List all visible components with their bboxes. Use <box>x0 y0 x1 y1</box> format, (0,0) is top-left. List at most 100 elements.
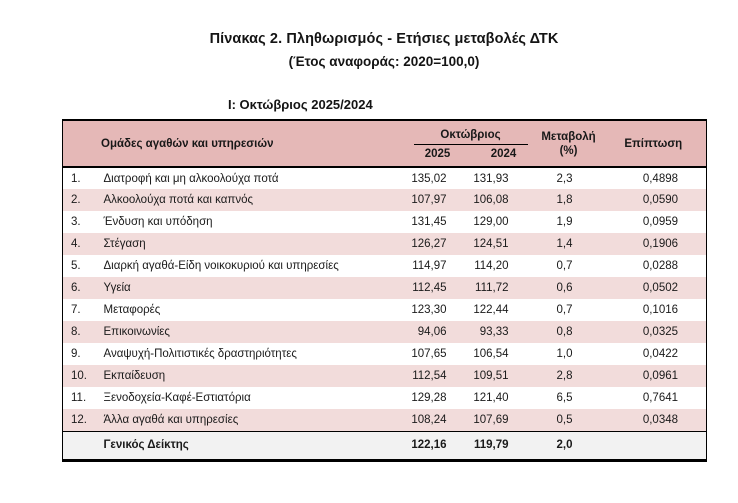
row-number <box>62 430 103 462</box>
table-row: 3. Ένδυση και υπόδηση 131,45 129,00 1,9 … <box>63 211 707 233</box>
value-2025: 108,24 <box>404 409 471 431</box>
document-title-block: Πίνακας 2. Πληθωρισμός - Ετήσιες μεταβολ… <box>62 31 706 69</box>
year-labels: 2025 2024 <box>405 145 537 160</box>
change-value: 1,4 <box>536 233 601 255</box>
row-number: 10. <box>62 365 103 387</box>
row-number: 4. <box>62 233 103 255</box>
table-body: 1. Διατροφή και μη αλκοολούχα ποτά 135,0… <box>62 167 707 462</box>
value-2024: 131,93 <box>473 172 509 185</box>
value-2025: 129,28 <box>411 392 447 404</box>
category-name: Αλκοολούχα ποτά και καπνός <box>102 189 405 211</box>
category-name: Διατροφή και μη αλκοολούχα ποτά <box>103 172 279 185</box>
value-2024: 93,33 <box>470 321 537 343</box>
value-2025: 123,30 <box>411 304 447 316</box>
change-value: 0,7 <box>556 260 573 272</box>
row-number: 9. <box>71 348 81 360</box>
row-number: 8. <box>62 321 103 343</box>
reference-year-subtitle: (Έτος αναφοράς: 2020=100,0) <box>288 54 480 69</box>
category-name: Ξενοδοχεία-Καφέ-Εστιατόρια <box>103 392 251 404</box>
change-value: 0,7 <box>556 304 573 316</box>
row-number: 12. <box>62 409 103 431</box>
row-number: 2. <box>62 189 103 211</box>
table-row: 1. Διατροφή και μη αλκοολούχα ποτά 135,0… <box>63 167 707 189</box>
value-2024: 119,79 <box>470 430 537 462</box>
value-2024: 107,69 <box>470 409 537 431</box>
category-name: Ένδυση και υπόδηση <box>103 216 213 228</box>
value-2025: 135,02 <box>411 172 447 185</box>
category-name: Μεταφορές <box>103 304 161 316</box>
change-value: 0,8 <box>536 321 601 343</box>
change-value: 1,0 <box>556 348 573 360</box>
table-row: 2. Αλκοολούχα ποτά και καπνός 107,97 106… <box>62 189 707 211</box>
col-header-year-2024: 2024 <box>490 148 517 160</box>
change-unit-label: (%) <box>559 144 578 157</box>
table-row: 4. Στέγαση 126,27 124,51 1,4 0,1906 <box>62 233 707 255</box>
row-number: 5. <box>71 260 81 272</box>
value-2025: 94,06 <box>404 321 471 343</box>
table-row: 11. Ξενοδοχεία-Καφέ-Εστιατόρια 129,28 12… <box>63 387 707 409</box>
change-value: 1,9 <box>556 216 573 228</box>
impact-value: 0,0961 <box>600 365 707 387</box>
row-number: 6. <box>62 277 103 299</box>
impact-value: 0,0422 <box>642 348 679 360</box>
impact-value: 0,1016 <box>642 304 679 316</box>
change-value: 2,3 <box>556 172 573 185</box>
value-2024: 129,00 <box>473 216 509 228</box>
header-row: Ομάδες αγαθών και υπηρεσιών Οκτώβριος 20… <box>62 120 707 168</box>
value-2024: 106,54 <box>473 348 509 360</box>
value-2025: 112,45 <box>404 277 471 299</box>
value-2024: 106,08 <box>470 189 537 211</box>
impact-value: 0,0325 <box>600 321 707 343</box>
table-header: Ομάδες αγαθών και υπηρεσιών Οκτώβριος 20… <box>62 120 707 168</box>
category-name: Υγεία <box>102 277 405 299</box>
impact-value: 0,0959 <box>642 216 679 228</box>
change-value: 6,5 <box>556 392 573 404</box>
cpi-table: Ομάδες αγαθών και υπηρεσιών Οκτώβριος 20… <box>62 119 708 462</box>
value-2025: 112,54 <box>404 365 471 387</box>
category-name: Διαρκή αγαθά-Είδη νοικοκυριού και υπηρεσ… <box>103 260 339 272</box>
change-value: 2,0 <box>536 430 601 462</box>
table-row: 6. Υγεία 112,45 111,72 0,6 0,0502 <box>62 277 707 299</box>
col-header-change: Μεταβολή (%) <box>536 120 601 168</box>
value-2025: 126,27 <box>404 233 471 255</box>
impact-value: 0,7641 <box>642 392 679 404</box>
change-value: 1,8 <box>536 189 601 211</box>
col-header-month: Οκτώβριος 2025 2024 <box>404 120 537 168</box>
impact-value: 0,0288 <box>642 260 679 272</box>
col-header-year-2025: 2025 <box>424 148 451 160</box>
table-row: 10. Εκπαίδευση 112,54 109,51 2,8 0,0961 <box>62 365 707 387</box>
value-2025: 107,97 <box>404 189 471 211</box>
category-name: Αναψυχή-Πολιτιστικές δραστηριότητες <box>103 348 297 360</box>
value-2024: 114,20 <box>474 260 509 272</box>
category-name: Στέγαση <box>102 233 405 255</box>
row-number: 3. <box>71 216 81 228</box>
table-row: 8. Επικοινωνίες 94,06 93,33 0,8 0,0325 <box>62 321 707 343</box>
change-label: Μεταβολή <box>541 130 596 143</box>
value-2024: 122,44 <box>473 304 509 316</box>
value-2024: 121,40 <box>473 392 509 404</box>
value-2024: 111,72 <box>470 277 537 299</box>
category-name: Εκπαίδευση <box>102 365 405 387</box>
table-row: 7. Μεταφορές 123,30 122,44 0,7 0,1016 <box>63 299 707 321</box>
row-number: 7. <box>71 304 81 316</box>
impact-value: 0,0348 <box>600 409 707 431</box>
document-title: Πίνακας 2. Πληθωρισμός - Ετήσιες μεταβολ… <box>209 31 559 47</box>
category-name: Επικοινωνίες <box>102 321 405 343</box>
col-header-impact: Επίπτωση <box>600 120 707 168</box>
impact-value: 0,1906 <box>600 233 707 255</box>
value-2024: 109,51 <box>470 365 537 387</box>
change-value: 0,6 <box>536 277 601 299</box>
value-2025: 131,45 <box>411 216 447 228</box>
value-2025: 107,65 <box>411 348 447 360</box>
general-index-label: Γενικός Δείκτης <box>102 430 405 462</box>
table-row: 12. Άλλα αγαθά και υπηρεσίες 108,24 107,… <box>62 409 707 431</box>
month-label: Οκτώβριος <box>413 127 528 145</box>
table-row: 9. Αναψυχή-Πολιτιστικές δραστηριότητες 1… <box>63 343 707 365</box>
total-row: Γενικός Δείκτης 122,16 119,79 2,0 <box>62 430 707 462</box>
change-value: 0,5 <box>536 409 601 431</box>
value-2025: 122,16 <box>404 430 471 462</box>
change-value: 2,8 <box>536 365 601 387</box>
impact-value: 0,4898 <box>642 172 679 185</box>
row-number: 1. <box>71 172 81 185</box>
